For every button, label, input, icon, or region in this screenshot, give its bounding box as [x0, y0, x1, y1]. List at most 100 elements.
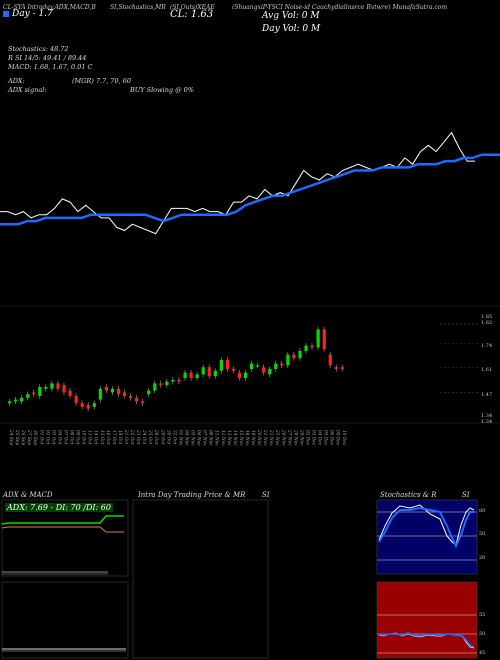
date-label: 22 Oct [129, 429, 134, 445]
candle [177, 379, 181, 382]
date-label: 08 Oct [69, 430, 74, 445]
stoch-tick-50: 50 [479, 531, 486, 537]
date-label: 09 Oct [75, 430, 80, 445]
date-label: 25 Nov [274, 429, 279, 446]
avg-vol-readout: Avg Vol: 0 M [262, 11, 320, 21]
stochastics-value: Stochastics: 48.72 [8, 45, 69, 53]
date-label: 09 Dec [335, 430, 340, 446]
candle [98, 388, 102, 400]
avg-vol-label: Avg Vol: [262, 11, 299, 21]
si-tick-45: 45 [479, 650, 486, 656]
candle [280, 363, 284, 366]
candle [231, 369, 236, 371]
candle [8, 401, 12, 404]
date-label: 21 Oct [123, 429, 128, 445]
candle [44, 387, 48, 389]
header-title-1: CL-SYA Intraday,ADX,MACD,B [3, 4, 96, 11]
header-title-4: (ShuangxiP-YSCI Noise-id Cauchydialinsrc… [232, 4, 448, 11]
candle [80, 403, 84, 407]
adx-orange-line [1, 526, 124, 533]
candle [56, 383, 60, 389]
date-label: 28 Nov [292, 429, 297, 446]
date-label: 28 Oct [153, 429, 158, 445]
candle [207, 367, 211, 377]
candle [20, 397, 24, 402]
header-title-3: (SI,Outs)XEAE [170, 4, 215, 11]
adx-panel-title: ADX & MACD [3, 491, 53, 499]
date-label: 27 Sep [26, 429, 31, 445]
date-label: 29 Nov [298, 429, 303, 446]
candle [189, 372, 193, 378]
candle [298, 351, 302, 359]
candle [135, 397, 139, 402]
candle [195, 374, 199, 378]
day-value: 1.7 [38, 9, 53, 19]
candle [219, 360, 223, 371]
candle [74, 396, 78, 404]
date-label: 06 Nov [196, 430, 201, 446]
close-label: CL: [170, 9, 188, 20]
date-label: 15 Oct [99, 430, 104, 445]
date-label: 27 Nov [286, 429, 291, 446]
price-tick-3: 1.61 [481, 367, 493, 373]
stoch-tick-20: 20 [479, 555, 486, 561]
candle [243, 372, 248, 378]
date-label: 29 Oct [159, 429, 164, 445]
date-label: 08 Nov [208, 430, 213, 446]
candle [304, 345, 308, 351]
si-tick-55: 55 [479, 612, 486, 618]
date-label: 31 Oct [171, 430, 176, 445]
candle [334, 367, 338, 369]
candle [292, 354, 296, 359]
candle [159, 383, 163, 386]
candle [86, 405, 90, 409]
date-label: 21 Nov [262, 429, 267, 446]
date-label: 13 Nov [226, 430, 231, 446]
candle [32, 392, 36, 395]
date-label: 04 Nov [183, 430, 188, 446]
header-title-2: SI,Stochastics,MR [110, 4, 166, 11]
intraday-panel-title: Intra Day Trading Price & MR [138, 491, 246, 499]
day-label: Day - 1.7 [12, 9, 53, 19]
candle [38, 387, 42, 396]
candle [268, 369, 272, 375]
macd-panel [1, 581, 129, 659]
buy-signal: BUY Slowing @ 0% [130, 86, 194, 94]
stoch-d-line [378, 506, 474, 549]
candle [92, 403, 96, 407]
date-label: 01 Nov [177, 430, 182, 446]
candle [141, 401, 145, 404]
adx-readout: ADX: 7.69 - DI: 70 /DI: 60 [5, 503, 113, 512]
legend-square [3, 11, 9, 17]
candle [14, 399, 18, 402]
price-tick-2: 1.74 [481, 343, 493, 349]
date-label: 04 Oct [56, 430, 61, 445]
date-label: 05 Dec [323, 430, 328, 446]
date-label: 07 Nov [202, 430, 207, 446]
date-label: 12 Nov [220, 430, 225, 446]
date-label: 15 Nov [238, 430, 243, 446]
avg-vol-value: 0 [301, 11, 308, 21]
date-label: 06 Dec [329, 430, 334, 446]
price-tick-6: 1.34 [481, 419, 493, 425]
date-label: 03 Dec [311, 430, 316, 446]
candle [116, 388, 121, 395]
date-label: 26 Sep [20, 429, 25, 445]
candle [129, 396, 133, 398]
candle [237, 372, 242, 378]
candle [256, 365, 260, 367]
candle [171, 379, 175, 382]
date-label: 23 Oct [135, 429, 140, 445]
adx-green-line [1, 515, 124, 525]
date-label: 07 Oct [62, 430, 67, 445]
date-label: 02 Dec [304, 430, 309, 446]
date-label: 10 Dec [341, 430, 346, 446]
date-label: 04 Dec [317, 430, 322, 446]
close-value: 1.63 [190, 9, 214, 20]
date-label: 16 Oct [105, 430, 110, 445]
macd-value: MACD: 1.68, 1.67, 0.01 C [8, 63, 93, 71]
day-vol-value: 0 [302, 24, 309, 34]
date-label: 25 Oct [147, 429, 152, 445]
candle [104, 387, 108, 391]
mgr-value: (MGR) 7.7, 70, 60 [72, 77, 132, 85]
